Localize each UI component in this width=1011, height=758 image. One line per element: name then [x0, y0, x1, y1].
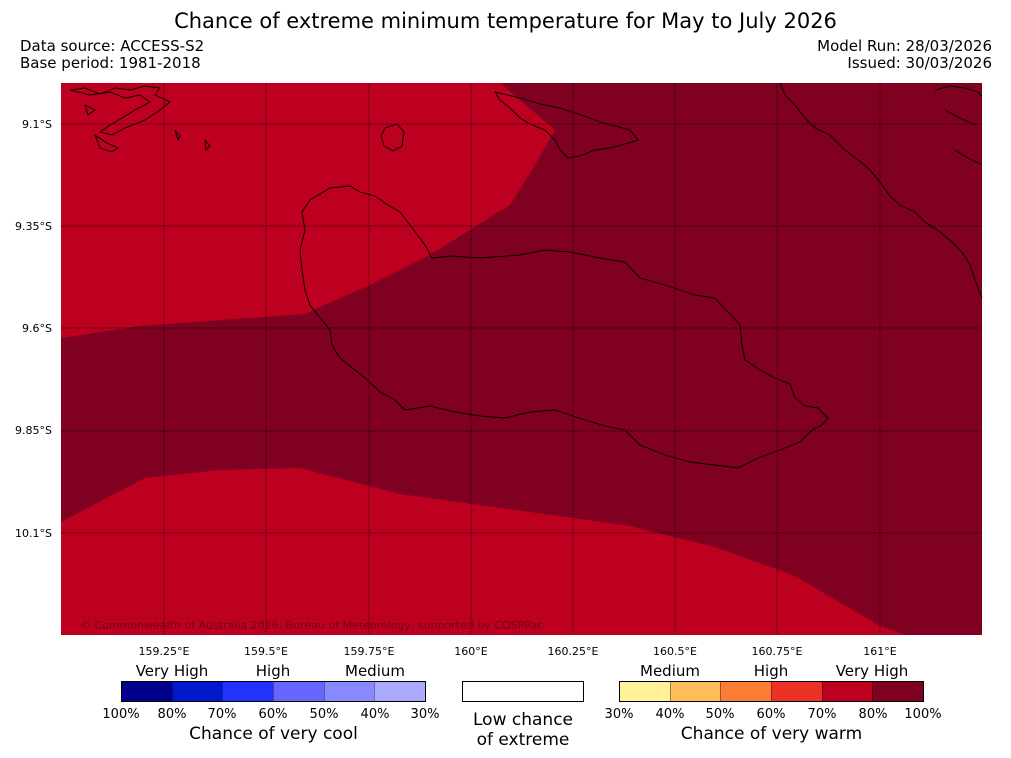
- copyright-text: © Commonwealth of Australia 2026, Bureau…: [80, 619, 544, 632]
- coastline-northwest-islands: [69, 85, 211, 153]
- coastline-small-islet: [380, 123, 405, 152]
- lat-label: 9.35°S: [15, 220, 52, 233]
- coastline-eastern-coast: [779, 82, 983, 299]
- legend-tick: 50%: [309, 707, 339, 722]
- legend-tick: 70%: [807, 707, 837, 722]
- map-title: Chance of extreme minimum temperature fo…: [174, 9, 837, 33]
- legend-tick: 100%: [904, 707, 942, 722]
- base-period-text: Base period: 1981-2018: [20, 54, 201, 72]
- lat-label: 9.1°S: [22, 118, 52, 131]
- legend-tick: 80%: [858, 707, 888, 722]
- legend-tick: 60%: [756, 707, 786, 722]
- lon-label: 159.75°E: [343, 645, 395, 658]
- legend-swatch: [669, 682, 721, 701]
- legend-tick: 30%: [604, 707, 634, 722]
- legend-warm-colorbar: [619, 681, 924, 702]
- legend-cool-caption: Chance of very cool: [189, 724, 358, 744]
- legend-warm-header: Very High: [835, 662, 909, 680]
- lat-label: 10.1°S: [15, 527, 52, 540]
- legend-swatch: [872, 682, 924, 701]
- legend-swatch: [171, 682, 223, 701]
- legend-tick: 40%: [360, 707, 390, 722]
- issued-text: Issued: 30/03/2026: [847, 54, 992, 72]
- legend-neutral-swatch: [462, 681, 584, 702]
- map-region-80-100: [61, 83, 982, 635]
- lat-label: 9.85°S: [15, 424, 52, 437]
- coastline-group: [69, 82, 983, 469]
- map-plot-area: [61, 82, 983, 635]
- legend-cool-colorbar: [121, 681, 426, 702]
- legend-warm-header: Medium: [640, 662, 700, 680]
- legend-swatch: [323, 682, 375, 701]
- meta-right: Model Run: 28/03/2026 Issued: 30/03/2026: [817, 38, 992, 72]
- legend-swatch: [771, 682, 822, 701]
- coastline-northern-island: [494, 91, 639, 159]
- legend-swatch: [374, 682, 426, 701]
- legend-tick: 40%: [655, 707, 685, 722]
- legend-cool-header: Medium: [345, 662, 405, 680]
- legend-neutral-caption-line1: Low chance: [473, 710, 573, 730]
- legend-swatch: [222, 682, 274, 701]
- meta-left: Data source: ACCESS-S2 Base period: 1981…: [20, 38, 204, 72]
- legend-tick: 50%: [705, 707, 735, 722]
- legend-swatch: [720, 682, 772, 701]
- lon-label: 160.5°E: [653, 645, 697, 658]
- legend-tick: 100%: [102, 707, 140, 722]
- lon-label: 160°E: [454, 645, 488, 658]
- coastline-northeast-islands: [934, 85, 983, 166]
- legend-tick: 30%: [410, 707, 440, 722]
- graticule: [61, 83, 982, 635]
- legend-tick: 70%: [207, 707, 237, 722]
- lat-label: 9.6°S: [22, 322, 52, 335]
- coastline-main-island: [299, 185, 829, 469]
- lon-label: 161°E: [863, 645, 897, 658]
- legend-swatch: [273, 682, 324, 701]
- lon-label: 159.5°E: [244, 645, 288, 658]
- legend-swatch: [821, 682, 873, 701]
- lon-label: 160.75°E: [751, 645, 803, 658]
- legend-tick: 60%: [258, 707, 288, 722]
- model-run-text: Model Run: 28/03/2026: [817, 37, 992, 55]
- data-source-text: Data source: ACCESS-S2: [20, 37, 205, 55]
- legend-neutral-caption: Low chance of extreme: [462, 710, 584, 750]
- legend-cool-header: High: [255, 662, 291, 680]
- legend-tick: 80%: [157, 707, 187, 722]
- legend-swatch: [620, 682, 670, 701]
- legend-warm-header: High: [753, 662, 789, 680]
- legend-warm-caption: Chance of very warm: [680, 724, 863, 744]
- legend-neutral-caption-line2: of extreme: [476, 730, 570, 750]
- lon-label: 160.25°E: [547, 645, 599, 658]
- lon-label: 159.25°E: [138, 645, 190, 658]
- legend-swatch: [122, 682, 172, 701]
- legend-cool-header: Very High: [135, 662, 209, 680]
